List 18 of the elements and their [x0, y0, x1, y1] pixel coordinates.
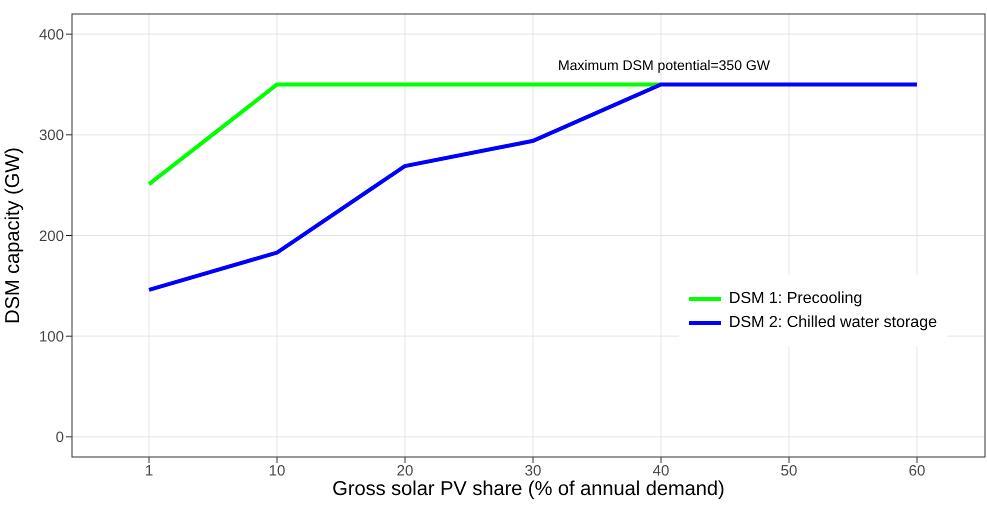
x-tick-label: 20 [396, 462, 414, 480]
y-tick-label: 300 [38, 127, 64, 144]
x-tick-label: 40 [652, 462, 670, 480]
line-series [147, 82, 919, 292]
x-tick-label: 1 [144, 462, 154, 480]
y-tick-label: 0 [56, 429, 64, 446]
y-axis-title: DSM capacity (GW) [2, 147, 24, 324]
y-tick-label: 100 [38, 328, 64, 346]
x-tick-label: 30 [524, 462, 542, 480]
x-axis-title: Gross solar PV share (% of annual demand) [332, 478, 725, 500]
y-tick-label: 200 [38, 228, 64, 245]
legend-label: DSM 2: Chilled water storage [728, 314, 937, 332]
legend-label: DSM 1: Precooling [728, 290, 862, 308]
annotation: Maximum DSM potential=350 GW [558, 57, 771, 73]
y-tick-label: 400 [38, 26, 64, 44]
x-tick-label: 60 [908, 462, 926, 480]
x-tick-label: 10 [268, 462, 286, 480]
x-tick-label: 50 [780, 462, 798, 480]
